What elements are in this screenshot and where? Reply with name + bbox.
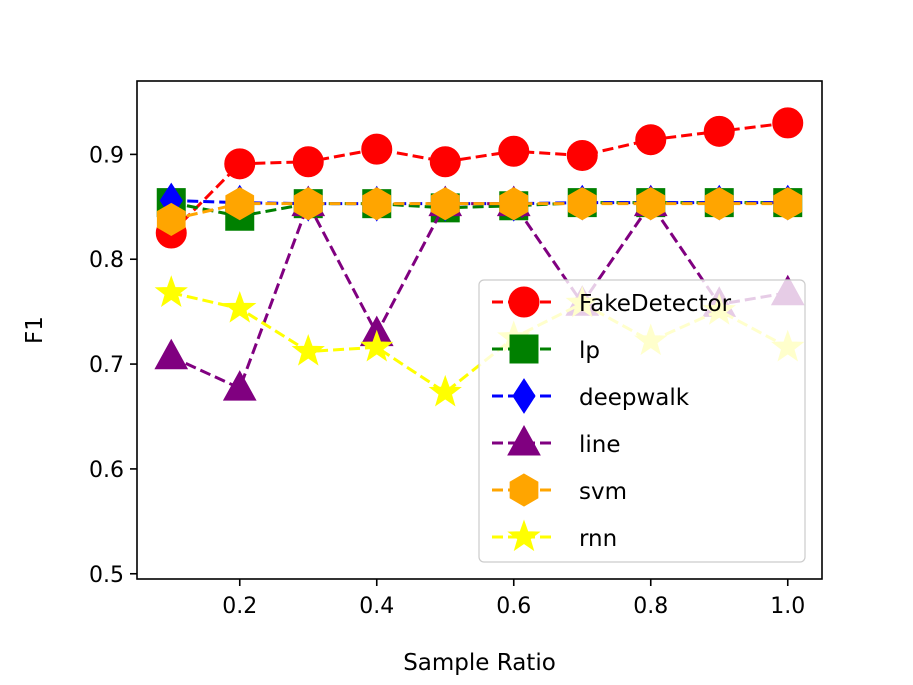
y-tick-label: 0.7 (89, 353, 124, 378)
data-point-fakedetector (703, 115, 735, 147)
series-svm (156, 187, 803, 236)
data-point-svm (773, 187, 803, 221)
x-tick-label: 0.2 (222, 594, 257, 619)
data-point-svm (567, 187, 597, 221)
plot-frame (136, 80, 823, 580)
data-point-rnn (291, 333, 325, 366)
legend-marker-rnn (507, 519, 541, 552)
series-line-svm (170, 202, 788, 221)
data-point-svm (430, 187, 460, 221)
data-point-rnn (428, 374, 462, 407)
x-axis: 0.2 0.4 0.6 0.8 1.0 (222, 579, 805, 619)
legend-marker-svm (509, 473, 539, 507)
legend-label-lp: lp (579, 338, 600, 364)
series-line-fakedetector (170, 121, 788, 235)
data-point-svm (225, 187, 255, 221)
x-tick-label: 1.0 (770, 594, 805, 619)
legend-entry-fakedetector: FakeDetector (492, 286, 732, 318)
legend: FakeDetector lp deepwalk line svm rnn (478, 279, 806, 563)
data-point-svm (704, 187, 734, 221)
data-point-fakedetector (635, 124, 667, 156)
data-point-fakedetector (292, 146, 324, 178)
legend-entry-lp: lp (492, 334, 600, 364)
legend-label-fakedetector: FakeDetector (579, 291, 732, 317)
data-point-fakedetector (566, 139, 598, 171)
data-point-svm (293, 187, 323, 221)
data-point-fakedetector (498, 135, 530, 167)
y-tick-label: 0.6 (89, 458, 124, 483)
data-point-line (154, 338, 189, 370)
legend-marker-line (507, 424, 541, 456)
legend-marker-deepwalk (512, 378, 536, 414)
data-point-rnn (223, 291, 257, 323)
legend-label-svm: svm (579, 479, 627, 505)
data-point-fakedetector (429, 146, 461, 178)
legend-marker-fakedetector (508, 286, 540, 318)
x-tick-label: 0.8 (633, 594, 668, 619)
x-axis-label: Sample Ratio (403, 650, 556, 676)
y-axis-label: F1 (22, 316, 48, 344)
y-tick-label: 0.9 (89, 143, 124, 168)
legend-entry-svm: svm (492, 473, 627, 507)
data-point-svm (362, 187, 392, 221)
data-point-svm (156, 202, 186, 236)
data-point-rnn (360, 329, 394, 362)
legend-marker-lp (509, 334, 539, 364)
y-axis: 0.5 0.6 0.7 0.8 0.9 (89, 143, 137, 588)
legend-entry-rnn: rnn (492, 519, 617, 552)
series-fakedetector (155, 107, 804, 249)
x-tick-label: 0.4 (359, 594, 394, 619)
data-point-svm (499, 187, 529, 221)
x-tick-label: 0.6 (496, 594, 531, 619)
legend-label-rnn: rnn (579, 526, 617, 552)
legend-box (478, 279, 806, 563)
legend-entry-line: line (492, 424, 621, 458)
data-point-svm (636, 187, 666, 221)
data-point-fakedetector (772, 107, 804, 139)
y-tick-label: 0.5 (89, 563, 124, 588)
legend-entry-deepwalk: deepwalk (492, 378, 690, 414)
legend-label-line: line (579, 432, 621, 458)
data-point-fakedetector (361, 133, 393, 165)
legend-label-deepwalk: deepwalk (579, 385, 690, 411)
y-tick-label: 0.8 (89, 248, 124, 273)
data-point-fakedetector (224, 148, 256, 180)
data-point-line (222, 370, 257, 401)
data-point-rnn (154, 275, 188, 307)
